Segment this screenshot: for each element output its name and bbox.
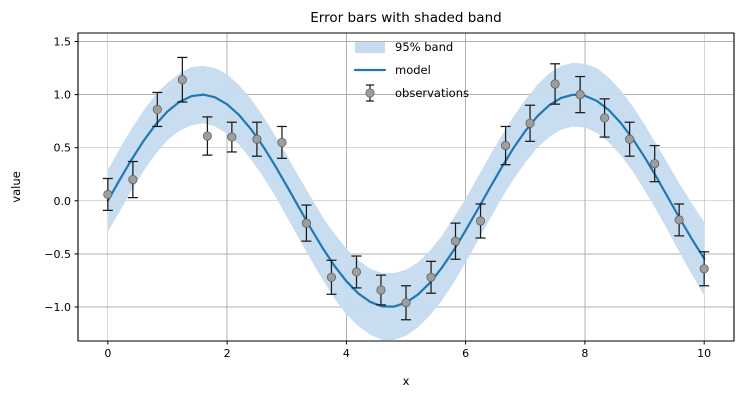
observation-point-17 — [525, 118, 535, 128]
observation-point-14 — [450, 236, 461, 246]
x-tick-label-1: 2 — [224, 347, 231, 360]
legend-item-2: observations — [365, 84, 469, 102]
observation-point-1 — [128, 175, 138, 185]
observation-point-19 — [575, 90, 585, 100]
x-axis-label: x — [403, 374, 410, 388]
observation-point-7 — [277, 137, 287, 147]
observation-point-10 — [351, 267, 362, 277]
legend-label-0: 95% band — [395, 40, 453, 54]
observation-point-16 — [501, 141, 511, 151]
observation-point-0 — [103, 189, 113, 199]
observation-point-24 — [699, 264, 709, 274]
x-tick-label-0: 0 — [104, 347, 111, 360]
observation-point-12 — [401, 298, 411, 308]
y-tick-label-0: −1.0 — [44, 301, 71, 314]
observation-point-8 — [301, 218, 311, 228]
observation-point-11 — [376, 285, 386, 295]
observation-point-18 — [550, 79, 560, 89]
y-axis-label: value — [9, 171, 23, 202]
observation-point-9 — [326, 272, 337, 282]
y-tick-label-4: 1.0 — [54, 89, 72, 102]
y-tick-label-2: 0.0 — [54, 195, 72, 208]
observation-point-13 — [426, 272, 436, 282]
observation-point-15 — [475, 216, 486, 226]
x-tick-label-4: 8 — [581, 347, 588, 360]
observation-point-6 — [252, 134, 262, 144]
observation-point-5 — [227, 132, 237, 142]
observation-point-23 — [674, 215, 684, 225]
observation-point-20 — [600, 113, 610, 123]
y-tick-label-1: −0.5 — [44, 248, 71, 261]
axes-frame — [77, 32, 735, 342]
chart-title: Error bars with shaded band — [310, 10, 501, 26]
x-tick-label-3: 6 — [462, 347, 469, 360]
x-tick-label-5: 10 — [697, 347, 711, 360]
observation-point-3 — [177, 75, 187, 85]
x-tick-label-2: 4 — [343, 347, 350, 360]
y-tick-label-5: 1.5 — [54, 35, 72, 48]
legend-item-1: model — [353, 63, 431, 77]
observation-point-4 — [202, 131, 212, 141]
observation-point-2 — [152, 104, 162, 115]
legend-label-1: model — [395, 63, 431, 77]
chart-legend: 95% band model observations — [353, 40, 469, 102]
y-tick-label-3: 0.5 — [54, 142, 72, 155]
observation-errorbars — [102, 56, 710, 321]
observation-point-22 — [650, 159, 660, 169]
legend-item-0: 95% band — [355, 40, 453, 54]
axis-ticks: 0 2 4 6 8 10 −1.0 −0.5 0.0 0.5 1.0 1.5 — [44, 35, 711, 360]
legend-label-2: observations — [395, 86, 469, 100]
observation-point-21 — [625, 134, 635, 144]
axes-spines — [77, 32, 735, 342]
observation-markers — [103, 75, 709, 308]
